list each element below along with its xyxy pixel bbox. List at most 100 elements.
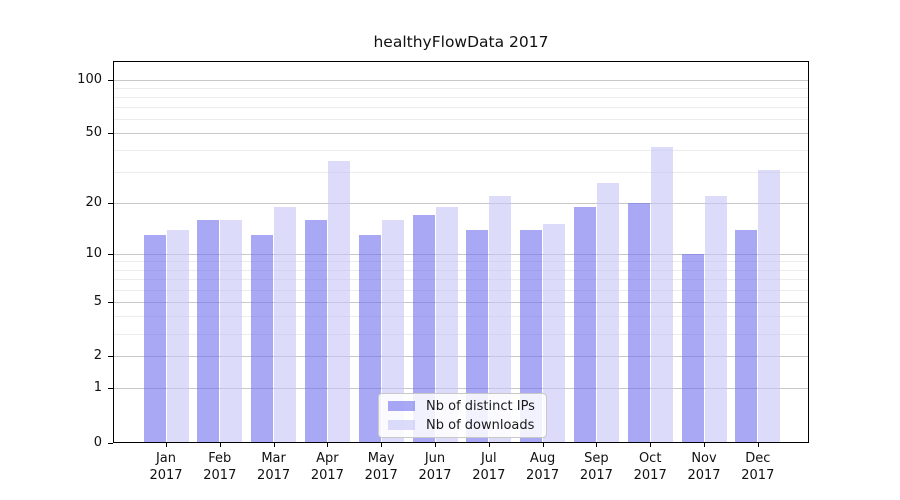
x-tick-label: Mar 2017 (242, 450, 306, 484)
bar-distinct-ips (143, 234, 166, 442)
x-tick-mark (757, 443, 759, 447)
x-tick-label-line: 2017 (310, 468, 344, 483)
y-tick-label: 20 (85, 195, 102, 210)
bar-downloads (327, 160, 350, 442)
y-tick-label: 1 (93, 380, 102, 395)
gridline-minor (114, 87, 808, 89)
bar-distinct-ips (251, 234, 274, 442)
gridline-minor (114, 107, 808, 109)
x-tick-label-line: Jan (155, 451, 177, 466)
x-tick-mark (542, 443, 544, 447)
bar-downloads (543, 224, 566, 442)
x-tick-label: Nov 2017 (672, 450, 736, 484)
bar-downloads (650, 146, 673, 442)
x-tick-label: Sep 2017 (564, 450, 628, 484)
legend-swatch-downloads (388, 420, 415, 430)
x-tick-mark (166, 443, 167, 447)
gridline-minor (114, 261, 808, 263)
x-tick-label-line: May (367, 451, 395, 466)
x-tick-label: Dec 2017 (726, 450, 790, 484)
bar-distinct-ips (573, 206, 596, 442)
x-tick-label-line: 2017 (257, 468, 291, 483)
gridline-major (114, 203, 808, 204)
gridline-minor (114, 119, 808, 121)
bar-distinct-ips (520, 229, 543, 442)
gridline-minor (114, 289, 808, 291)
bar-distinct-ips (197, 219, 220, 442)
x-tick-label-line: 2017 (149, 468, 183, 483)
bar-distinct-ips (466, 229, 489, 442)
x-tick-label-line: 2017 (364, 468, 398, 483)
x-tick-label-line: 2017 (526, 468, 560, 483)
x-tick-label: Jan 2017 (134, 450, 198, 484)
x-tick-mark (488, 443, 490, 447)
x-tick-label-line: 2017 (418, 468, 452, 483)
bar-distinct-ips (627, 203, 650, 442)
x-tick-mark (596, 443, 598, 447)
x-tick-label: Feb 2017 (188, 450, 252, 484)
bar-downloads (758, 169, 781, 442)
x-tick-label: May 2017 (349, 450, 413, 484)
y-tick-label: 100 (77, 71, 102, 87)
x-tick-label-line: Feb (208, 451, 232, 466)
y-tick-mark (108, 253, 113, 255)
gridline-major (114, 356, 808, 358)
y-tick-mark (108, 388, 113, 389)
x-tick-mark (219, 443, 221, 447)
x-tick-mark (327, 443, 329, 447)
legend-item-distinct-ips: Nb of distinct IPs (388, 399, 546, 414)
y-tick-label: 2 (93, 348, 102, 364)
gridline-minor (114, 333, 808, 335)
x-tick-label-line: 2017 (579, 468, 613, 483)
x-tick-label-line: Nov (691, 451, 717, 466)
x-tick-mark (435, 443, 436, 447)
x-tick-label-line: Aug (529, 451, 556, 466)
x-tick-mark (650, 443, 652, 447)
gridline-major (114, 133, 808, 135)
x-tick-label-line: Jun (424, 451, 446, 466)
y-tick-mark (108, 356, 113, 358)
bar-distinct-ips (412, 215, 435, 442)
x-tick-label: Jul 2017 (457, 450, 521, 484)
x-tick-label-line: Jul (480, 451, 497, 466)
x-tick-label-line: 2017 (687, 468, 721, 483)
x-tick-label-line: 2017 (472, 468, 506, 483)
x-tick-label-line: 2017 (203, 468, 237, 483)
legend-label-distinct-ips: Nb of distinct IPs (426, 398, 535, 414)
x-tick-label-line: Apr (316, 451, 339, 466)
x-tick-label: Apr 2017 (295, 450, 359, 484)
bar-distinct-ips (358, 234, 381, 442)
chart-title: healthyFlowData 2017 (373, 33, 549, 51)
x-tick-mark (381, 443, 383, 447)
bar-downloads (220, 219, 243, 442)
gridline-major (114, 301, 808, 303)
bar-downloads (435, 206, 458, 442)
bar-downloads (381, 219, 404, 442)
x-tick-label-line: 2017 (741, 468, 775, 483)
gridline-major (114, 79, 808, 81)
legend: Nb of distinct IPs Nb of downloads (378, 393, 547, 438)
y-tick-label: 0 (93, 434, 102, 450)
gridline-minor (114, 279, 808, 280)
y-tick-label: 5 (93, 293, 102, 309)
y-tick-mark (108, 79, 113, 81)
y-tick-mark (108, 133, 113, 135)
gridline-minor (114, 96, 808, 98)
legend-label-downloads: Nb of downloads (426, 417, 535, 433)
x-tick-label: Oct 2017 (618, 450, 682, 484)
y-tick-label: 10 (85, 245, 102, 261)
x-tick-label-line: Oct (638, 451, 662, 466)
gridline-minor (114, 150, 808, 152)
x-tick-label-line: Dec (745, 451, 771, 466)
bar-downloads (596, 183, 619, 442)
x-tick-mark (273, 443, 275, 447)
x-tick-label: Aug 2017 (511, 450, 575, 484)
gridline-minor (114, 315, 808, 317)
bar-distinct-ips (304, 219, 327, 442)
x-tick-label: Jun 2017 (403, 450, 467, 484)
y-tick-mark (108, 203, 113, 204)
bar-downloads (704, 195, 727, 442)
plot-area (113, 61, 809, 443)
x-tick-label-line: 2017 (633, 468, 667, 483)
